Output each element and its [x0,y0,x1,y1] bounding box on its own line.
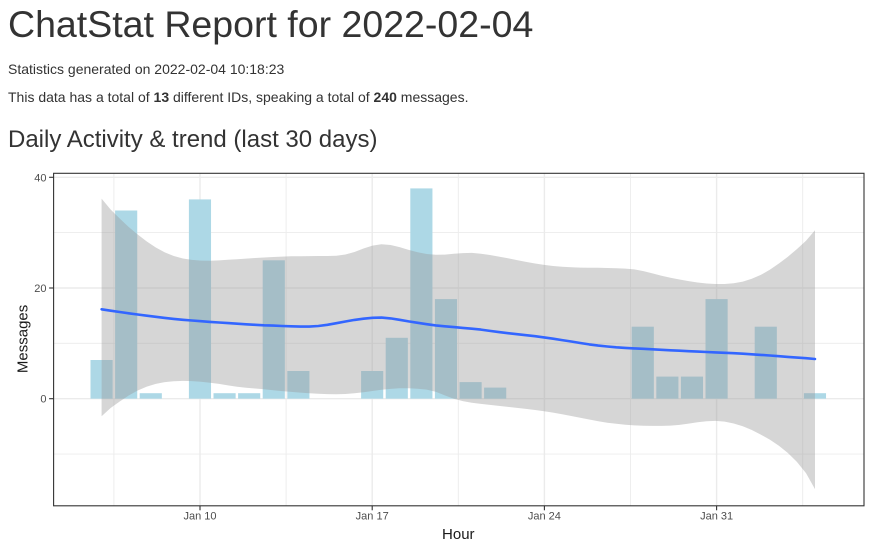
svg-text:Jan 17: Jan 17 [356,511,389,523]
svg-text:20: 20 [34,283,46,295]
svg-text:0: 0 [40,394,46,406]
svg-text:Hour: Hour [442,526,475,543]
svg-text:Jan 31: Jan 31 [700,511,733,523]
svg-text:Jan 24: Jan 24 [528,511,561,523]
svg-text:Jan 10: Jan 10 [183,511,216,523]
svg-text:Messages: Messages [15,305,32,373]
svg-text:40: 40 [34,172,46,184]
